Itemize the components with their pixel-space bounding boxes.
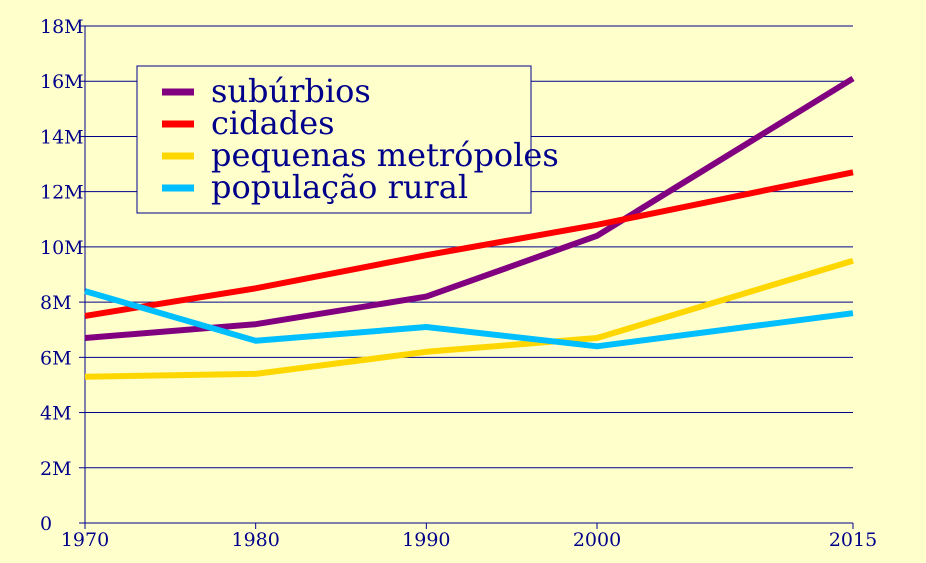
- x-tick-label: 1990: [402, 529, 450, 551]
- y-tick-label: 6M: [40, 347, 72, 369]
- x-tick-label: 1980: [231, 529, 279, 551]
- series-lines: [84, 75, 855, 380]
- y-tick-label: 12M: [40, 182, 84, 204]
- axes: [84, 26, 853, 524]
- legend-label: população rural: [211, 168, 468, 206]
- x-tick-labels: 1970 1980 1990 2000 2015: [61, 523, 877, 551]
- series-line-3: [84, 288, 854, 350]
- series-line-1: [84, 169, 854, 319]
- y-tick-labels: 0 2M 4M 6M 8M 10M 12M 14M 16M 18M: [40, 16, 85, 535]
- x-tick-label: 1970: [61, 529, 109, 551]
- y-tick-label: 16M: [40, 71, 84, 93]
- y-tick-label: 8M: [40, 292, 72, 314]
- legend-label: pequenas metrópoles: [211, 136, 559, 174]
- y-tick-label: 4M: [40, 403, 72, 425]
- x-tick-label: 2000: [573, 529, 621, 551]
- series-line-0: [84, 75, 855, 341]
- legend-label: subúrbios: [211, 72, 371, 110]
- series-line-2: [84, 257, 854, 380]
- legend-box: [136, 65, 532, 214]
- legend-label: cidades: [211, 104, 335, 142]
- y-tick-label: 18M: [40, 16, 84, 38]
- y-tick-label: 0: [40, 513, 52, 535]
- y-tick-label: 14M: [40, 126, 84, 148]
- x-tick-label: 2015: [829, 529, 877, 551]
- y-tick-label: 2M: [40, 458, 72, 480]
- y-tick-label: 10M: [40, 237, 84, 259]
